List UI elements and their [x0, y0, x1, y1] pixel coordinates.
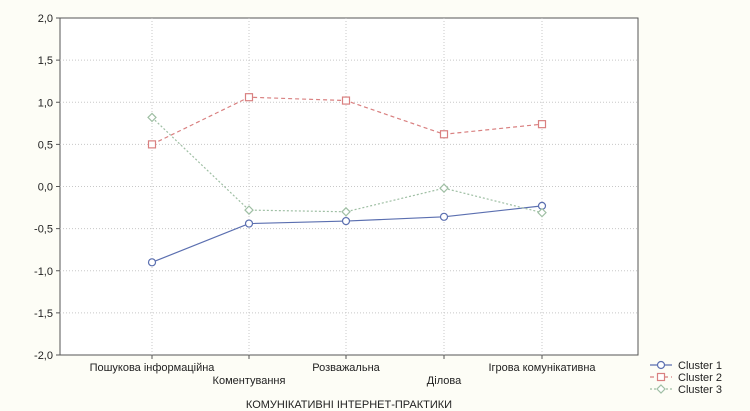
y-tick-label: -1,5: [34, 308, 53, 320]
y-tick-label: 0,0: [38, 182, 53, 194]
x-category-label: Ігрова комунікативна: [488, 362, 596, 374]
x-category-label: Пошукова інформаційна: [90, 362, 216, 374]
data-point: [656, 372, 666, 382]
legend-label: Cluster 2: [678, 372, 722, 384]
legend-item: Cluster 2: [650, 372, 722, 384]
data-point: [341, 206, 351, 217]
data-point: [341, 216, 351, 226]
data-point: [439, 130, 449, 139]
series-line: [151, 116, 543, 214]
data-point: [244, 93, 254, 102]
series-group: [147, 93, 547, 267]
x-axis-title: КОМУНІКАТИВНІ ІНТЕРНЕТ-ПРАКТИКИ: [246, 399, 452, 411]
legend-label: Cluster 1: [678, 360, 722, 372]
x-category-label: Розважальна: [312, 362, 380, 374]
y-tick-label: -2,0: [34, 350, 53, 362]
data-point: [537, 207, 547, 218]
y-axis-ticks: 2,0 1,5 1,0 0,5 0,0 -0,5 -1,0 -1,5 -2,0: [34, 13, 60, 362]
data-point: [656, 384, 666, 394]
data-point: [439, 183, 449, 194]
y-tick-label: 2,0: [38, 13, 53, 25]
data-point: [147, 140, 157, 149]
legend-item: Cluster 3: [650, 384, 722, 396]
data-point: [341, 96, 351, 105]
data-point: [147, 112, 157, 123]
data-point: [537, 120, 547, 129]
y-tick-label: -0,5: [34, 224, 53, 236]
y-tick-label: 1,5: [38, 55, 53, 67]
series-cluster-2: [147, 93, 547, 149]
data-point: [244, 219, 254, 228]
series-cluster-3: [147, 112, 547, 218]
y-tick-label: 0,5: [38, 139, 53, 151]
x-category-label: Ділова: [427, 375, 462, 387]
legend-item: Cluster 1: [650, 360, 722, 372]
y-tick-label: -1,0: [34, 266, 53, 278]
legend-label: Cluster 3: [678, 384, 722, 396]
data-point: [147, 258, 157, 267]
series-cluster-1: [147, 201, 547, 267]
data-point: [656, 360, 666, 370]
x-category-label: Коментування: [213, 375, 286, 387]
y-tick-label: 1,0: [38, 97, 53, 109]
data-point: [244, 205, 254, 215]
data-point: [439, 212, 449, 221]
